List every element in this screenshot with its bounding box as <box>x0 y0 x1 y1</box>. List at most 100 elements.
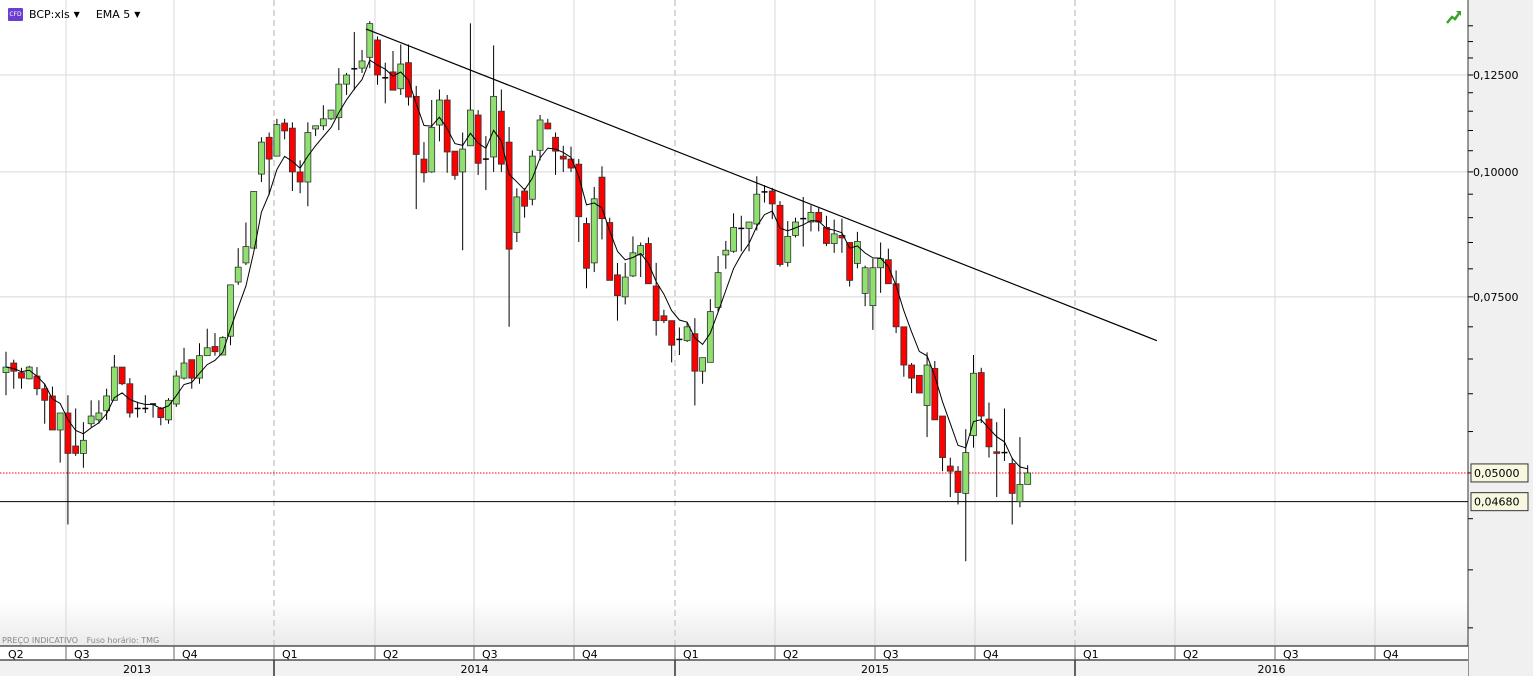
candle-down <box>668 320 676 346</box>
candle-up <box>830 233 838 244</box>
price-tick-label: 0,12500 <box>1473 69 1519 82</box>
quarter-label: Q4 <box>1383 648 1399 661</box>
candle-up <box>304 132 312 183</box>
candle-down <box>915 374 923 394</box>
candle-up <box>730 227 737 252</box>
candle-up <box>923 364 931 406</box>
chart-header: CFD BCP:xls ▼ EMA 5 ▼ <box>8 8 150 21</box>
candle-up <box>490 95 498 158</box>
candle-up <box>327 109 335 120</box>
candle-down <box>931 368 939 421</box>
candle-down <box>846 242 854 281</box>
candle-down <box>265 136 273 160</box>
candle-up <box>2 366 10 373</box>
candle-up <box>428 126 436 173</box>
candle-up <box>87 415 95 425</box>
candle-down <box>188 359 196 379</box>
candle-up <box>56 412 64 431</box>
candle-up <box>807 211 815 223</box>
quarter-label: Q3 <box>1283 648 1299 661</box>
dropdown-arrow-icon: ▼ <box>73 10 80 19</box>
candle-up <box>165 399 172 421</box>
quarter-label: Q4 <box>983 648 999 661</box>
candle-up <box>753 193 761 225</box>
candle-up <box>80 439 87 454</box>
candle-down <box>72 445 80 454</box>
candle-up <box>722 249 730 256</box>
candle-up <box>536 119 544 151</box>
year-label: 2016 <box>1258 663 1286 676</box>
candle-up <box>103 395 111 412</box>
candle-down <box>521 190 528 207</box>
candle-up <box>861 267 869 294</box>
candle-down <box>691 333 699 372</box>
chart-footnote: PREÇO INDICATIVO Fuso horário: TMG <box>2 636 165 645</box>
candle-down <box>908 364 915 379</box>
candle-up <box>312 125 320 130</box>
candle-down <box>993 451 1001 454</box>
candle-down <box>985 418 993 448</box>
candle-up <box>95 412 103 421</box>
candle-up <box>745 221 753 229</box>
candle-up <box>970 372 977 436</box>
candle-up <box>203 347 211 357</box>
candle-down <box>884 259 892 285</box>
candle-down <box>157 408 165 418</box>
candle-up <box>513 196 521 233</box>
candle-down <box>939 415 946 458</box>
candle-down <box>977 372 985 417</box>
candle-up <box>1024 472 1032 485</box>
candle-down <box>374 39 381 76</box>
candle-up <box>273 124 281 157</box>
candle-up <box>683 326 691 342</box>
year-label: 2014 <box>461 663 489 676</box>
candle-down <box>954 470 962 493</box>
candle-up <box>358 60 366 69</box>
candle-up <box>869 267 877 307</box>
quarter-label: Q2 <box>1183 648 1199 661</box>
candle-down <box>18 372 25 379</box>
candle-up <box>196 355 203 379</box>
candle-up <box>854 241 861 264</box>
candle-down <box>583 223 590 269</box>
candle-up <box>343 74 350 85</box>
instrument-label: BCP:xls <box>29 8 70 21</box>
instrument-dropdown[interactable]: BCP:xls ▼ <box>29 8 80 21</box>
candle-up <box>629 252 637 277</box>
quarter-label: Q2 <box>383 648 399 661</box>
support-price-box <box>1470 492 1529 512</box>
trend-up-icon[interactable] <box>1446 10 1462 24</box>
quarter-label: Q1 <box>1083 648 1099 661</box>
candle-up <box>962 452 970 494</box>
candle-down <box>474 114 482 164</box>
candle-up <box>366 23 374 58</box>
candle-down <box>10 362 18 372</box>
candle-down <box>126 383 134 414</box>
candle-up <box>335 83 343 119</box>
quarter-label: Q1 <box>282 648 298 661</box>
candle-up <box>621 276 629 298</box>
year-label: 2015 <box>861 663 889 676</box>
year-row-bg <box>0 660 1468 676</box>
quarter-label: Q2 <box>8 648 24 661</box>
candle-up <box>1016 483 1024 503</box>
candle-down <box>41 388 49 401</box>
candle-up <box>319 118 327 127</box>
candle-down <box>281 122 289 132</box>
candle-down <box>552 136 559 152</box>
quarter-label: Q4 <box>582 648 598 661</box>
dropdown-arrow-icon: ▼ <box>134 10 141 19</box>
candle-down <box>946 465 954 472</box>
quarter-label: Q3 <box>482 648 498 661</box>
candle-down <box>420 158 428 174</box>
candle-down <box>575 163 583 218</box>
indicator-dropdown[interactable]: EMA 5 ▼ <box>96 8 141 21</box>
candle-down <box>49 395 56 431</box>
candle-up <box>219 337 227 356</box>
candle-down <box>776 204 784 265</box>
candle-down <box>412 95 420 155</box>
quarter-label: Q4 <box>182 648 198 661</box>
current-price-box <box>1470 463 1529 483</box>
candle-down <box>211 346 219 353</box>
